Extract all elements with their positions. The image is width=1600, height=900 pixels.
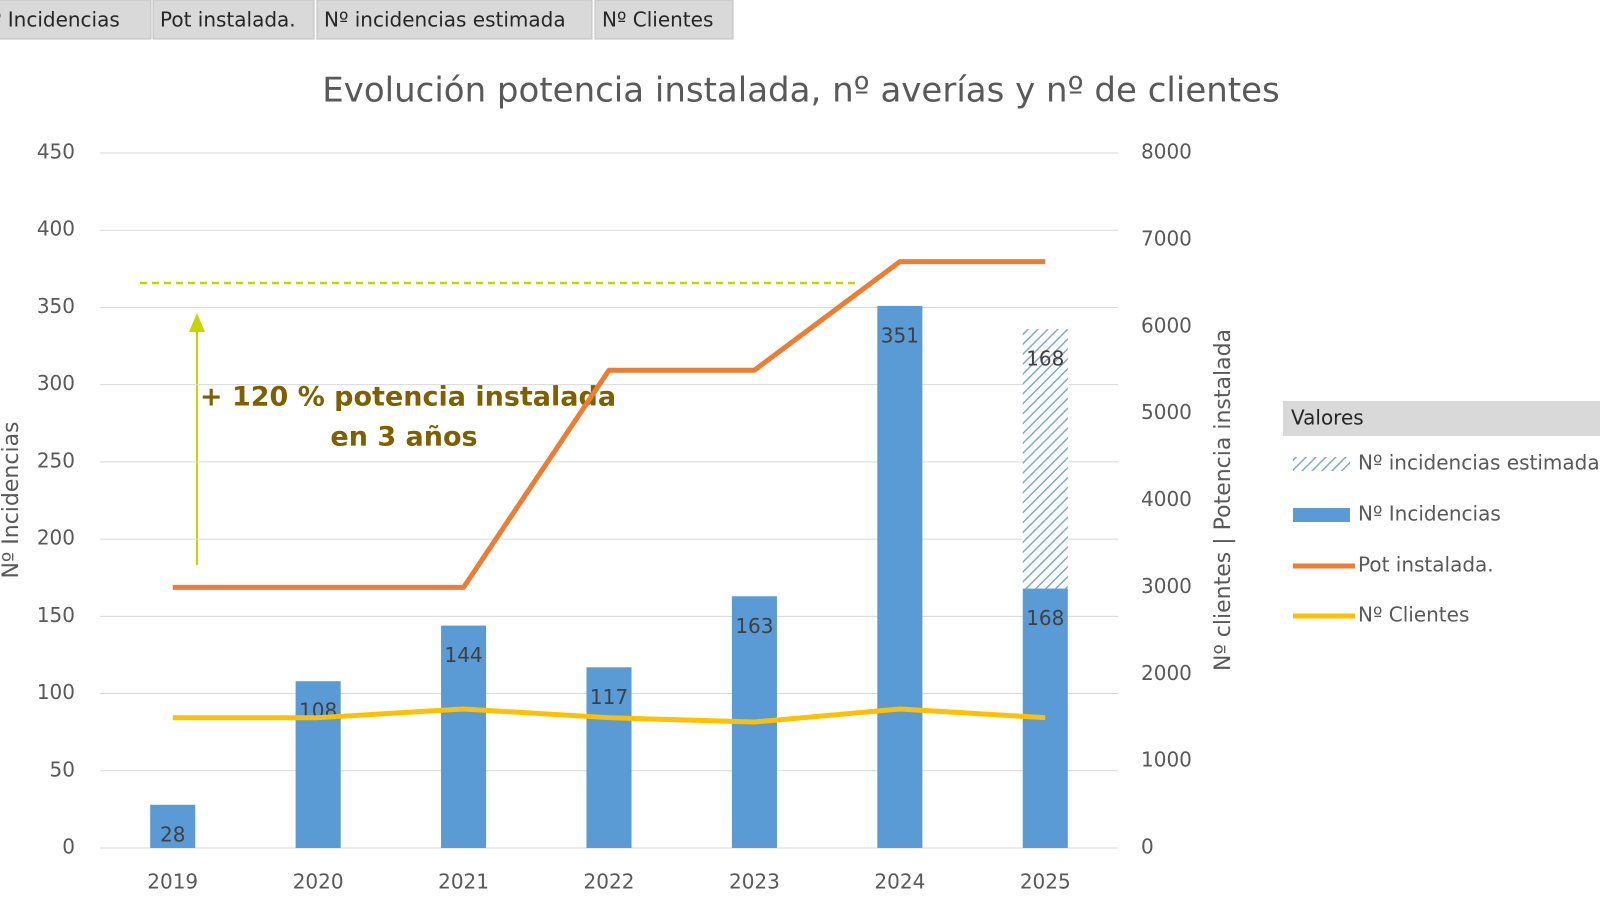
x-tick-label: 2024 [874, 870, 925, 894]
x-tick-label: 2023 [729, 870, 780, 894]
field-button-label: Nº Incidencias [0, 8, 120, 32]
y2-tick-label: 4000 [1141, 487, 1192, 511]
y-tick-label: 50 [50, 757, 75, 781]
data-label: 144 [444, 643, 482, 667]
legend-swatch [1293, 457, 1350, 471]
y-tick-label: 100 [37, 680, 75, 704]
legend-label: Nº incidencias estimada [1358, 451, 1600, 475]
y-tick-label: 250 [37, 448, 75, 472]
chart-title: Evolución potencia instalada, nº averías… [322, 71, 1280, 111]
field-button-label: Nº Clientes [602, 8, 713, 32]
data-label: 117 [590, 685, 628, 709]
data-label: 351 [881, 323, 919, 347]
x-tick-label: 2021 [438, 870, 489, 894]
field-button[interactable] [152, 0, 315, 40]
data-label: 168 [1026, 347, 1064, 371]
bar [441, 625, 487, 848]
y2-tick-label: 2000 [1141, 661, 1192, 685]
y2-tick-label: 7000 [1141, 226, 1192, 250]
bar [295, 681, 341, 848]
field-button[interactable] [594, 0, 734, 40]
data-label: 28 [160, 822, 185, 846]
field-button-label: Pot instalada. [160, 8, 296, 32]
field-button[interactable] [0, 0, 152, 40]
line [172, 259, 1046, 590]
legend-swatch [1293, 508, 1350, 522]
x-tick-label: 2019 [147, 870, 198, 894]
legend-header [1283, 401, 1600, 436]
x-tick-label: 2020 [293, 870, 344, 894]
annotation: + 120 % potencia instalada [200, 382, 616, 413]
line [172, 706, 1046, 725]
y-tick-label: 450 [37, 140, 75, 164]
y-tick-label: 0 [62, 835, 75, 859]
y2-tick-label: 6000 [1141, 313, 1192, 337]
y2-tick-label: 0 [1141, 835, 1154, 859]
y-tick-label: 400 [37, 217, 75, 241]
y2-axis-title: Nº clientes | Potencia instalada [1211, 329, 1236, 671]
y2-tick-label: 3000 [1141, 574, 1192, 598]
y2-tick-label: 8000 [1141, 140, 1192, 164]
y-tick-label: 300 [37, 371, 75, 395]
legend-label: Nº Clientes [1358, 603, 1469, 627]
y2-tick-label: 1000 [1141, 748, 1192, 772]
field-button-label: Nº incidencias estimada [324, 8, 566, 32]
annotation: en 3 años [330, 422, 477, 453]
y-axis-title: Nº Incidencias [0, 421, 24, 578]
x-tick-label: 2025 [1020, 870, 1071, 894]
bar [586, 667, 632, 848]
bar [1022, 329, 1068, 589]
y-tick-label: 350 [37, 294, 75, 318]
legend-label: Nº Incidencias [1358, 502, 1501, 526]
legend-title: Valores [1291, 406, 1364, 430]
legend-label: Pot instalada. [1358, 553, 1494, 577]
data-label: 168 [1026, 606, 1064, 630]
arrow-head [189, 313, 205, 332]
x-tick-label: 2022 [584, 870, 635, 894]
y2-tick-label: 5000 [1141, 400, 1192, 424]
y-tick-label: 150 [37, 603, 75, 627]
field-button[interactable] [316, 0, 593, 40]
bar [877, 305, 923, 848]
bar [150, 804, 196, 848]
data-label: 163 [735, 614, 773, 638]
y-tick-label: 200 [37, 526, 75, 550]
